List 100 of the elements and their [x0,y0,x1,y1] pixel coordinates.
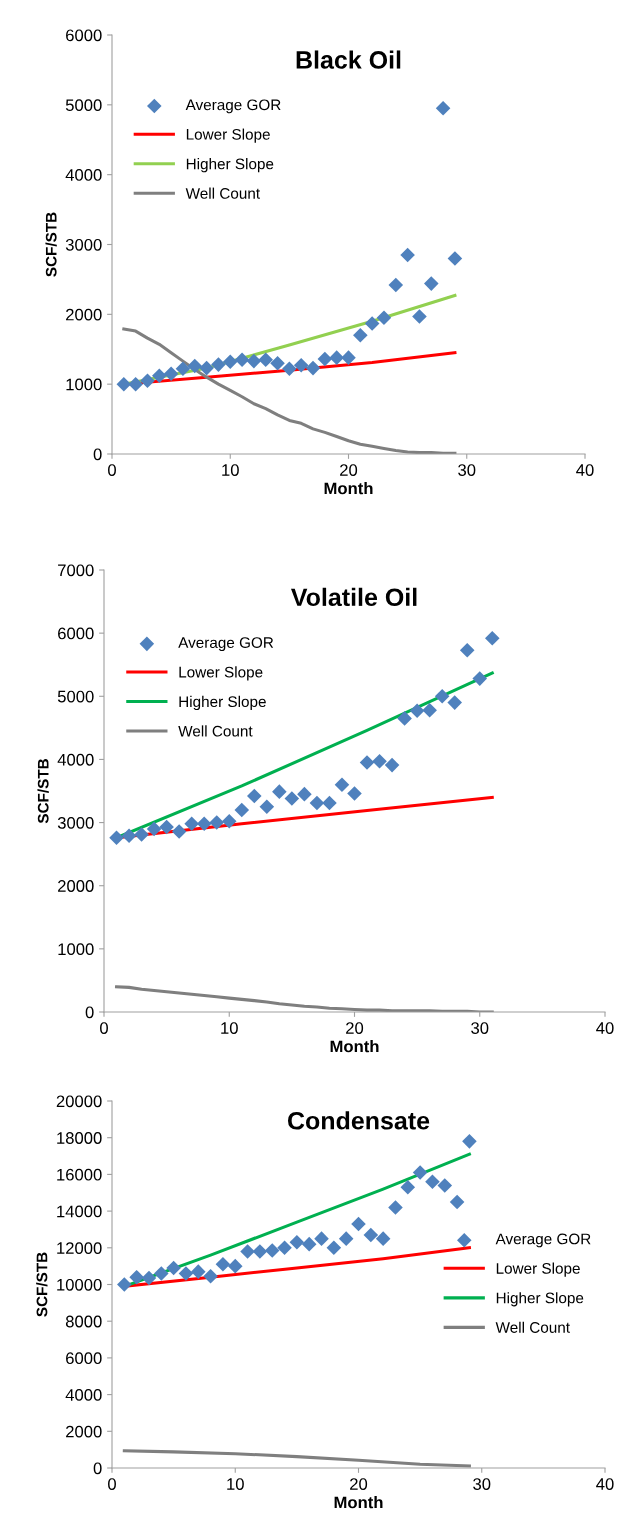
point [341,350,356,365]
point [203,1268,218,1284]
y-tick-label: 7000 [58,564,94,577]
y-tick-label: 2000 [58,880,94,892]
y-tick-label: 0 [93,448,102,461]
point [459,642,475,658]
point [221,814,237,829]
y-tick-label: 20000 [56,1095,102,1108]
y-tick-label: 4000 [65,1389,102,1401]
point [196,816,212,832]
point [211,357,226,372]
point [347,786,362,801]
point [322,795,337,811]
point [434,689,450,704]
legend-label: Higher Slope [179,695,266,711]
legend-label: Well Count [178,725,253,737]
point [272,784,287,799]
y-tick-label: 2000 [66,308,102,321]
x-tick-label: 40 [576,464,594,476]
point [384,757,400,773]
x-tick-label: 20 [346,1022,364,1034]
chart-title: Condensate [287,1111,430,1130]
x-tick-label: 0 [108,1478,116,1490]
point [284,791,300,806]
point [329,350,344,365]
x-tick-label: 0 [108,464,116,476]
legend-label: Average GOR [495,1233,591,1248]
point [334,777,350,792]
point [400,1179,416,1195]
legend-label: Lower Slope [186,128,270,143]
point [447,695,462,710]
point [447,251,463,266]
legend-label: Average GOR [185,99,281,114]
point [400,247,415,263]
point [435,101,451,116]
point [140,373,155,388]
point [376,310,392,326]
point [199,360,214,376]
line-series [122,327,457,454]
legend-label: Higher Slope [496,1292,584,1307]
point [472,671,488,686]
x-axis-title: Month [324,482,373,495]
point [129,1269,144,1285]
y-axis-title: SCF/STB [36,1252,48,1317]
point [240,1244,255,1259]
point [159,819,174,835]
point [163,366,179,381]
y-tick-label: 3000 [57,816,94,829]
point [289,1235,305,1250]
point [425,1174,440,1190]
point [234,352,250,368]
x-tick-label: 10 [227,1478,244,1490]
x-tick-label: 30 [471,1022,489,1034]
point [264,1243,280,1258]
y-tick-label: 4000 [65,169,102,181]
point [178,1266,194,1281]
y-tick-label: 12000 [57,1242,102,1254]
point [187,358,203,374]
point [309,795,325,811]
y-tick-label: 16000 [57,1168,102,1181]
point [409,703,425,719]
point [258,352,274,368]
point [364,316,380,331]
point [412,1165,428,1180]
point [388,277,404,293]
y-tick-label: 3000 [65,238,102,251]
y-tick-label: 1000 [58,943,94,956]
point [190,1264,206,1279]
y-tick-label: 14000 [57,1205,102,1218]
y-axis-title: SCF/STB [37,759,49,824]
x-axis-title: Month [330,1040,379,1053]
point [152,368,167,384]
point [422,702,437,718]
point [297,786,312,802]
point [351,1216,366,1232]
point [227,1258,243,1274]
point [166,1260,181,1276]
point [277,1240,292,1256]
point [234,802,250,818]
y-tick-label: 8000 [65,1315,102,1328]
point [388,1200,403,1215]
x-tick-label: 30 [473,1478,491,1490]
point [484,630,500,646]
point [359,755,375,770]
legend-label: Lower Slope [179,666,263,681]
y-tick-label: 5000 [65,99,102,112]
legend-label: Well Count [185,187,260,199]
point [462,1134,477,1149]
point [154,1266,169,1281]
point [209,815,225,830]
legend-label: Higher Slope [186,158,274,173]
line-series [114,985,494,1012]
point [246,353,262,369]
y-tick-label: 18000 [57,1132,102,1144]
point [437,1178,453,1193]
line-series [122,1449,471,1468]
point [121,828,137,844]
legend-label: Average GOR [178,637,274,652]
x-tick-label: 20 [350,1478,368,1490]
chart-title: Black Oil [296,50,401,69]
